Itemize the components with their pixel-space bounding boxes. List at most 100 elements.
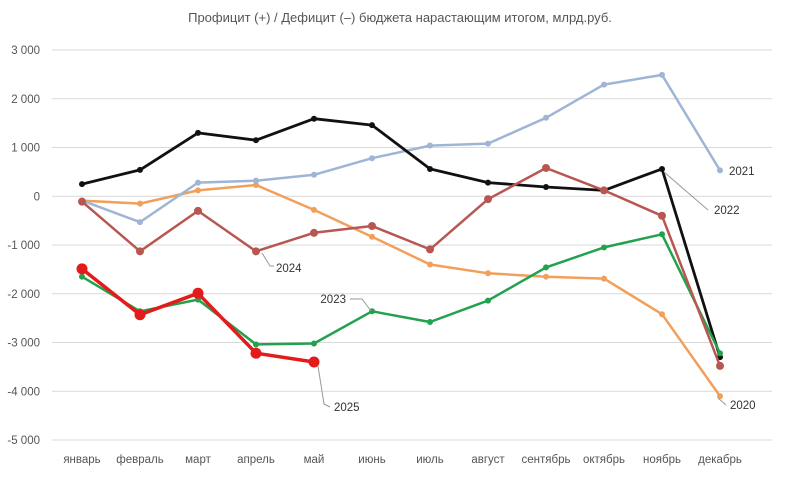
x-tick-label: ноябрь	[643, 454, 681, 466]
data-point	[310, 228, 318, 237]
data-point	[253, 177, 259, 184]
data-point	[308, 356, 320, 368]
data-point	[717, 350, 723, 357]
y-tick-label: -2 000	[7, 289, 40, 301]
series-label-2021: 2021	[729, 166, 755, 178]
series-line-2020	[80, 183, 722, 398]
data-point	[252, 247, 260, 256]
series-labels: 2021 2022 2024 2023 2025 2020	[261, 166, 756, 414]
data-point	[485, 297, 491, 304]
data-point	[601, 244, 607, 251]
data-point	[427, 165, 433, 172]
data-point	[485, 270, 491, 277]
label-leader-line	[261, 252, 274, 267]
x-axis-ticks: январь февраль март апрель май июнь июль август…	[63, 454, 742, 466]
series-label-2025: 2025	[317, 365, 360, 414]
data-point	[311, 171, 317, 178]
data-point	[717, 167, 723, 174]
y-tick-label: -3 000	[7, 338, 40, 350]
data-point	[601, 81, 607, 88]
data-point	[427, 319, 433, 326]
series-line-2025	[80, 267, 316, 364]
data-point	[543, 273, 549, 280]
y-tick-label: -5 000	[7, 435, 40, 447]
series-line-2024	[80, 166, 722, 368]
data-point	[79, 181, 85, 188]
data-point	[659, 231, 665, 238]
x-tick-label: февраль	[116, 454, 163, 466]
x-tick-label: октябрь	[583, 454, 625, 466]
data-point	[253, 137, 259, 144]
series-label-text: 2022	[714, 205, 740, 217]
series-2022	[79, 115, 723, 361]
data-point	[134, 309, 146, 321]
data-point	[369, 155, 375, 162]
series-label-2024: 2024	[261, 252, 302, 275]
series-lines	[76, 71, 724, 400]
data-point	[659, 165, 665, 172]
y-tick-label: -4 000	[7, 386, 40, 398]
data-point	[717, 393, 723, 400]
data-point	[600, 186, 608, 195]
series-2025	[76, 263, 320, 368]
data-point	[369, 233, 375, 240]
label-leader-line	[717, 397, 727, 406]
y-tick-label: 2 000	[11, 94, 40, 106]
data-point	[192, 287, 204, 299]
x-tick-label: апрель	[237, 454, 275, 466]
y-tick-label: 0	[34, 191, 40, 203]
series-label-text: 2020	[730, 400, 756, 412]
data-point	[716, 361, 724, 370]
data-point	[76, 263, 88, 275]
label-leader-line	[350, 298, 372, 312]
x-tick-label: июнь	[358, 454, 385, 466]
data-point	[195, 187, 201, 194]
series-line-2022	[80, 117, 722, 359]
data-point	[543, 183, 549, 190]
series-label-text: 2023	[320, 294, 346, 306]
series-label-text: 2025	[334, 402, 360, 414]
data-point	[368, 221, 376, 230]
data-point	[543, 114, 549, 121]
data-point	[311, 115, 317, 122]
y-tick-label: 1 000	[11, 143, 40, 155]
data-point	[659, 71, 665, 78]
data-point	[484, 195, 492, 204]
y-axis-ticks: 3 000 2 000 1 000 0 -1 000 -2 000 -3 000 -4 000…	[7, 45, 40, 447]
series-2020	[79, 182, 723, 400]
data-point	[369, 122, 375, 129]
x-tick-label: август	[471, 454, 505, 466]
data-point	[542, 163, 550, 172]
x-tick-label: сентябрь	[522, 454, 571, 466]
y-tick-label: -1 000	[7, 240, 40, 252]
label-leader-line	[317, 365, 331, 408]
data-point	[311, 340, 317, 347]
label-leader-line	[663, 171, 709, 211]
data-point	[136, 247, 144, 256]
series-2021	[79, 71, 723, 226]
data-point	[195, 129, 201, 136]
x-tick-label: май	[304, 454, 325, 466]
data-point	[137, 200, 143, 207]
series-label-2023: 2023	[320, 294, 372, 312]
gridlines	[52, 49, 772, 441]
x-tick-label: декабрь	[698, 454, 742, 466]
series-line-2021	[80, 73, 722, 224]
data-point	[250, 347, 262, 359]
data-point	[78, 197, 86, 206]
data-point	[427, 261, 433, 268]
series-2024	[78, 163, 724, 370]
x-tick-label: январь	[63, 454, 100, 466]
data-point	[137, 166, 143, 173]
chart-title: Профицит (+) / Дефицит (–) бюджета нарас…	[188, 10, 612, 25]
series-label-2022: 2022	[663, 171, 740, 217]
data-point	[485, 179, 491, 186]
data-point	[426, 245, 434, 254]
data-point	[253, 182, 259, 189]
data-point	[427, 142, 433, 149]
series-label-2020: 2020	[717, 397, 756, 412]
data-point	[137, 219, 143, 226]
series-label-text: 2024	[276, 263, 302, 275]
data-point	[79, 273, 85, 280]
